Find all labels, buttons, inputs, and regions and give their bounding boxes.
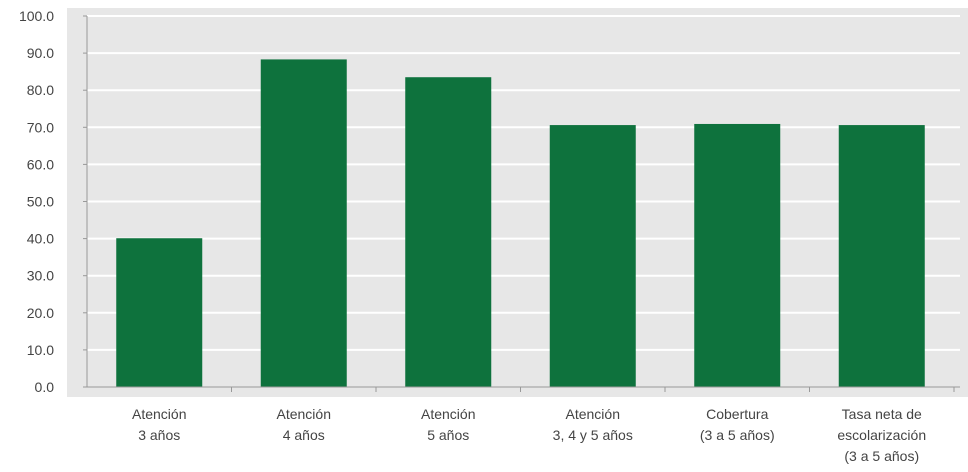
y-tick-label: 0.0 [35,379,55,395]
x-tick-label: Atención 5 años [421,406,475,443]
bars [116,59,925,387]
x-tick-label: Tasa neta de escolarización (3 a 5 años) [837,406,926,464]
y-tick-label: 100.0 [19,8,54,24]
y-tick-label: 80.0 [27,82,54,98]
gridlines [87,15,960,351]
y-tick-label: 50.0 [27,194,54,210]
x-tick-label: Atención 3 años [132,406,186,443]
bar [549,125,636,387]
y-tick-label: 10.0 [27,342,54,358]
y-tick-label: 90.0 [27,45,54,61]
bar [694,123,781,387]
bar [838,125,925,387]
y-tick-label: 40.0 [27,231,54,247]
x-tick-label: Cobertura (3 a 5 años) [700,406,775,443]
x-tick-label: Atención 4 años [277,406,331,443]
y-axis: 0.0 10.0 20.0 30.0 40.0 50.0 60.0 70.0 80.0 90.0 1… [19,8,88,395]
y-tick-label: 60.0 [27,156,54,172]
x-tick-label: Atención 3, 4 y 5 años [553,406,633,443]
y-tick-label: 70.0 [27,119,54,135]
y-tick-label: 20.0 [27,305,54,321]
bar [116,238,203,387]
bar [405,77,492,387]
bar [260,59,347,387]
x-axis: Atención 3 años Atención 4 años Atención 5 añ… [87,386,960,464]
y-tick-label: 30.0 [27,268,54,284]
